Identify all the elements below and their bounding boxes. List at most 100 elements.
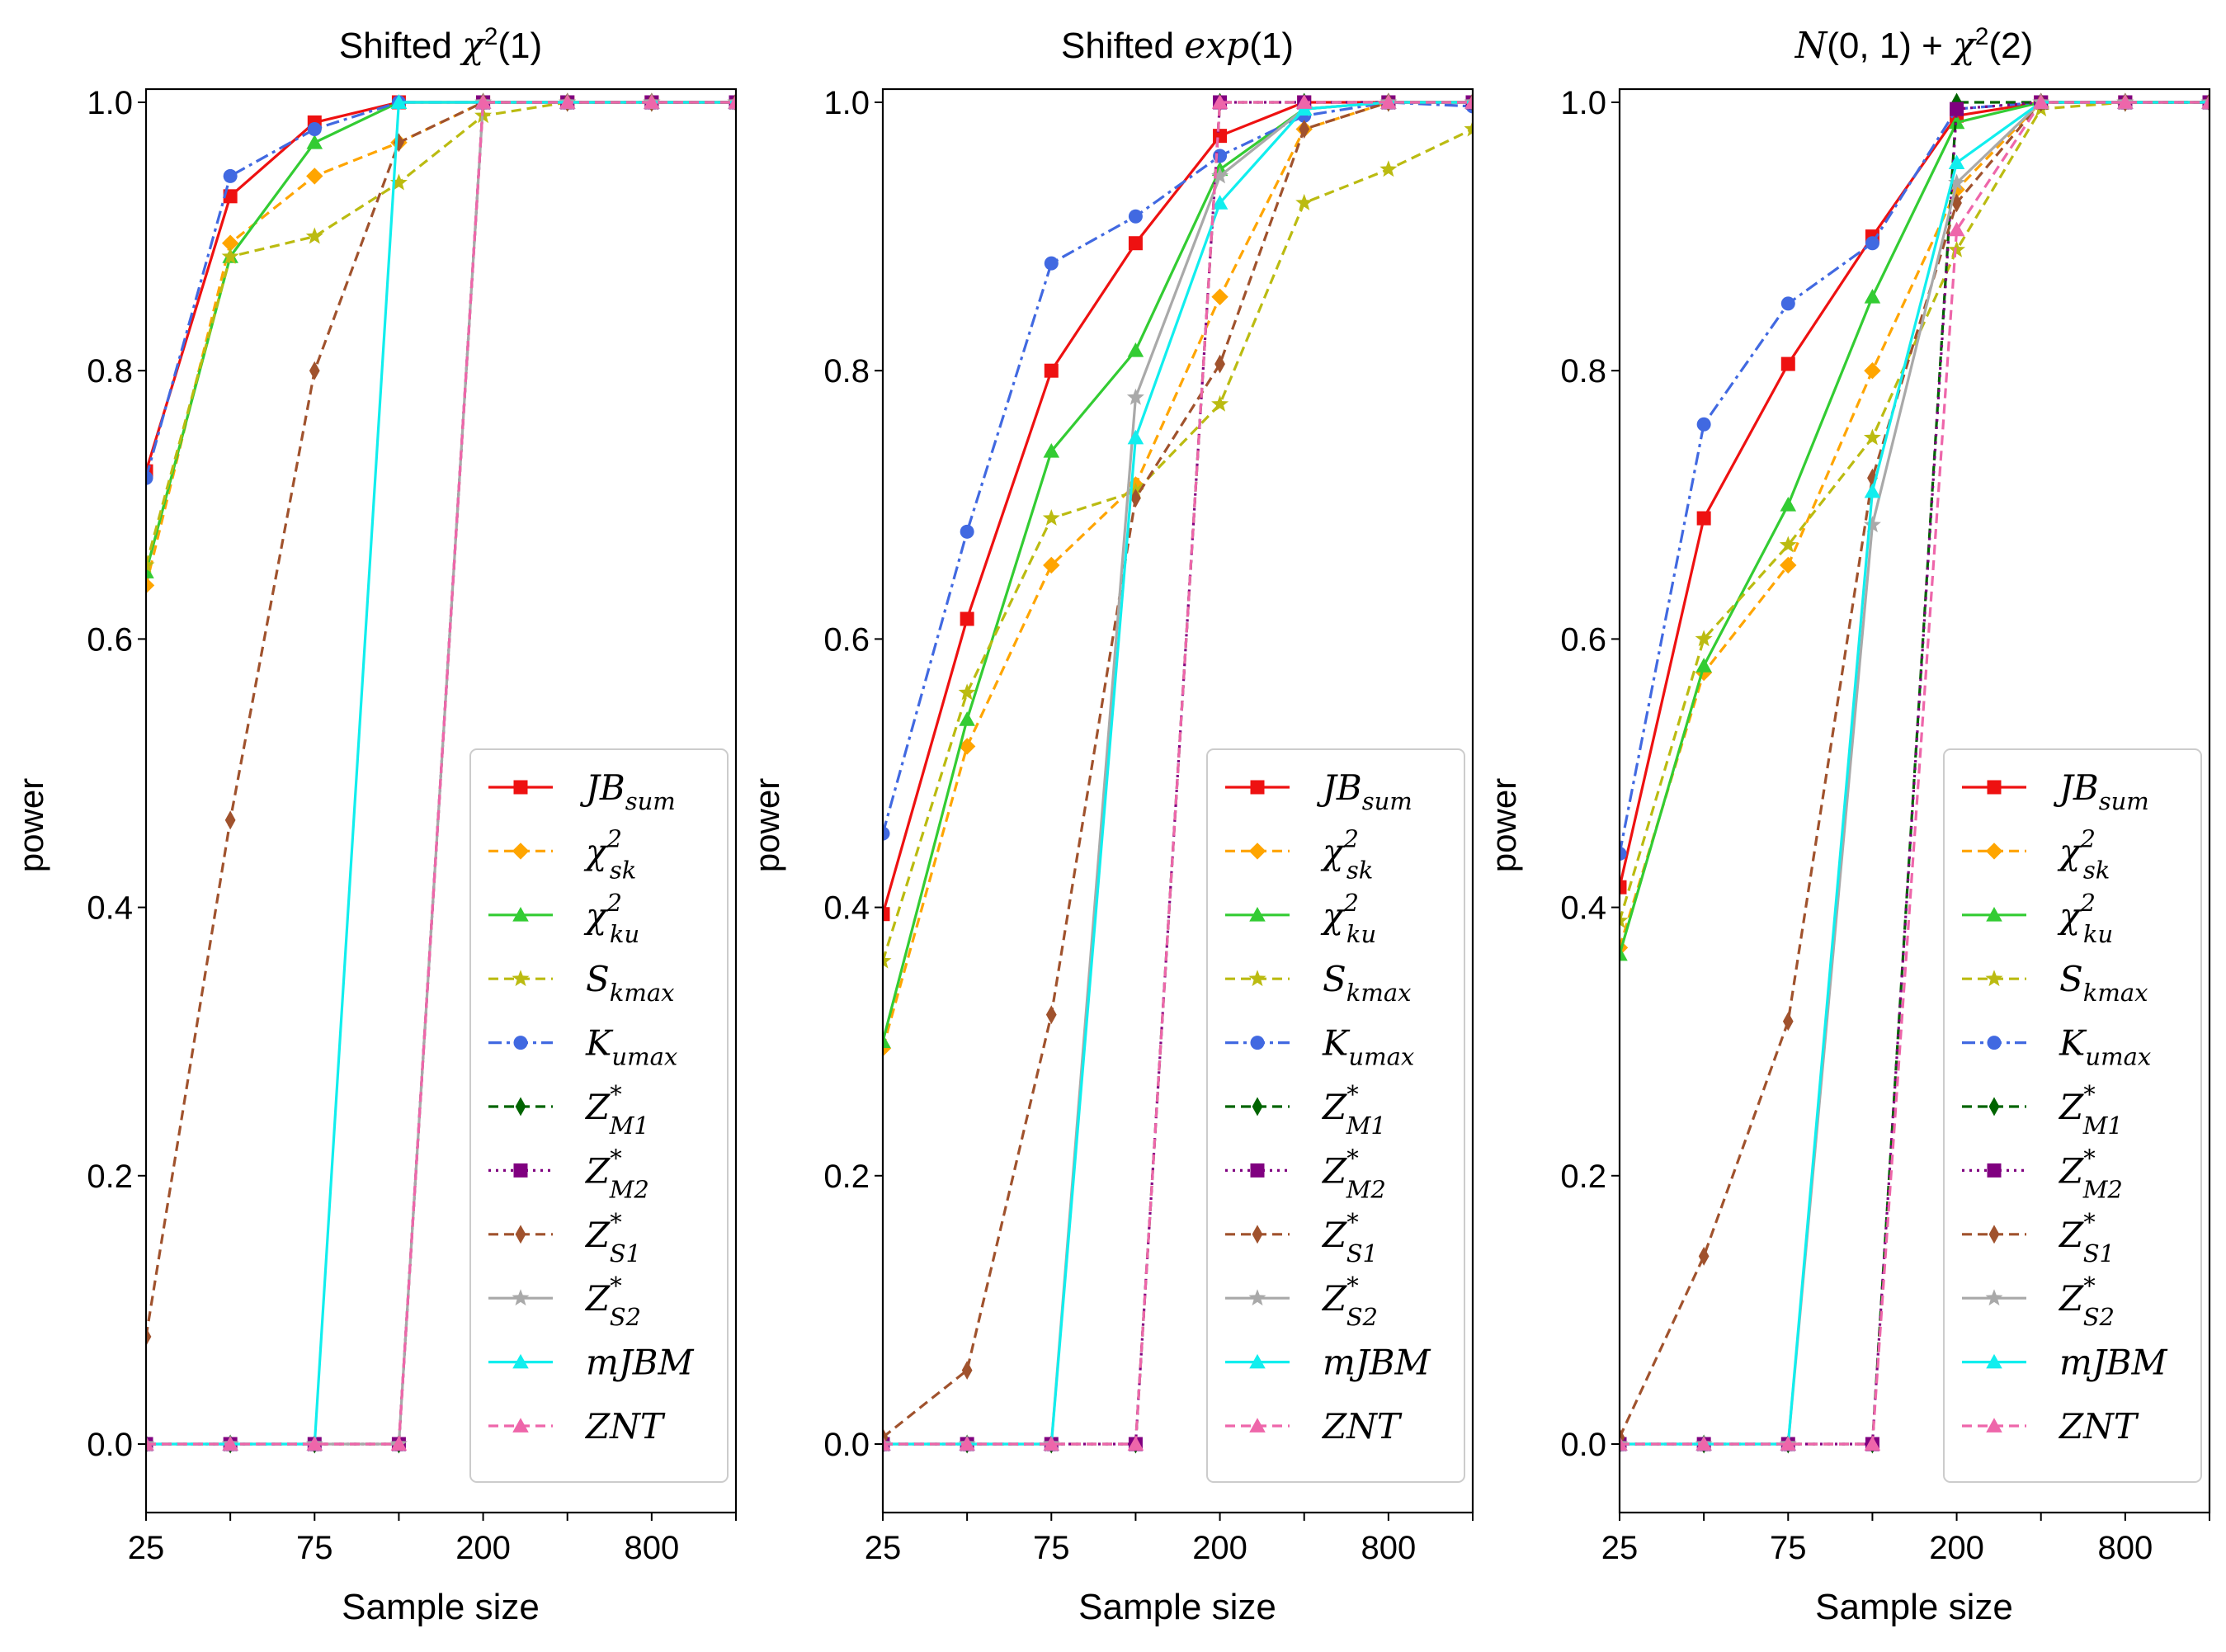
y-tick-label: 1.0 — [87, 85, 133, 121]
data-point-ZNT — [1948, 221, 1965, 237]
data-point-Kumax — [1780, 296, 1795, 311]
data-point-chiku — [1620, 946, 1628, 961]
data-point-Kumax — [146, 470, 153, 485]
data-point-JBsum — [1620, 880, 1627, 894]
legend-marker — [1249, 1418, 1266, 1433]
data-point-JBsum — [883, 907, 890, 922]
y-tick-label: 0.6 — [823, 621, 870, 658]
data-point-ZNT — [222, 1436, 238, 1451]
panel-title: N(0, 1) + χ2(2) — [1794, 23, 2033, 68]
legend-item-chisk: χ2 sk — [488, 824, 636, 884]
data-point-ZNT — [1127, 1436, 1144, 1451]
legend-label: χ2 ku — [2057, 889, 2113, 948]
data-point-Skmax — [1948, 240, 1966, 257]
data-point-ZS1 — [961, 1361, 973, 1381]
legend-marker — [1987, 780, 2002, 795]
data-point-ZNT — [644, 94, 660, 109]
data-point-JBsum — [146, 464, 153, 479]
legend-marker — [1248, 970, 1266, 987]
legend-marker — [1250, 780, 1265, 795]
legend-label: Z* S2 — [584, 1272, 641, 1331]
data-point-Kumax — [1696, 417, 1711, 432]
series-line-ZNT — [1620, 101, 2209, 1446]
data-point-Skmax — [883, 951, 892, 969]
axes-frame — [144, 87, 738, 1514]
series-line-ZNT — [883, 101, 1473, 1446]
axes-frame — [881, 87, 1474, 1514]
legend-label: ZNT — [1321, 1406, 1403, 1447]
data-point-chiku — [1695, 658, 1712, 673]
legend-marker — [512, 907, 529, 922]
legend-marker — [512, 843, 530, 860]
y-tick-label: 0.2 — [823, 1159, 870, 1195]
legend-label: Z* S2 — [1321, 1272, 1378, 1331]
series-line-ZS1 — [146, 101, 736, 1338]
data-point-Skmax — [1464, 120, 1473, 137]
legend-item-ZS2: Z* S2 — [1962, 1272, 2115, 1331]
legend-item-JBsum: JBsum — [488, 767, 676, 815]
x-tick-label: 75 — [1770, 1530, 1807, 1566]
y-tick-label: 1.0 — [823, 85, 870, 121]
panel-title: Shifted exp(1) — [1061, 25, 1294, 67]
legend-label: JBsum — [1316, 767, 1412, 815]
data-point-Kumax — [1128, 209, 1143, 224]
legend-item-Kumax: Kumax — [1225, 1023, 1414, 1071]
legend-marker — [512, 1418, 529, 1433]
legend-label: Skmax — [586, 959, 675, 1007]
data-point-chisk — [1043, 556, 1060, 574]
legend-label: Skmax — [1323, 959, 1412, 1007]
data-point-Kumax — [1865, 236, 1879, 251]
legend-item-mJBM: mJBM — [1225, 1343, 1431, 1383]
legend-label: mJBM — [2059, 1343, 2168, 1383]
data-point-Skmax — [305, 227, 323, 244]
data-point-Skmax — [1620, 911, 1629, 928]
y-tick-label: 0.8 — [823, 353, 870, 389]
data-point-Kumax — [960, 524, 974, 539]
y-tick-label: 0.0 — [823, 1427, 870, 1463]
data-point-ZNT — [474, 94, 492, 109]
legend-item-chiku: χ2 ku — [1962, 889, 2113, 948]
data-point-chiku — [1864, 288, 1881, 304]
data-point-Kumax — [307, 122, 322, 137]
legend-item-ZNT: ZNT — [488, 1406, 666, 1447]
panel-2: Shifted exp(1) Sample size power 0.0 0.2 0… — [748, 25, 1474, 1627]
legend-label: χ2 sk — [2057, 824, 2110, 884]
data-point-ZNT — [1695, 1436, 1712, 1451]
series-line-ZS1 — [883, 101, 1473, 1439]
legend-label: Z* S1 — [2058, 1208, 2115, 1267]
data-point-JBsum — [1696, 511, 1711, 526]
y-tick-label: 0.6 — [1560, 621, 1606, 658]
y-tick-label: 0.2 — [1560, 1159, 1606, 1195]
data-point-chisk — [1780, 556, 1797, 574]
legend-label: mJBM — [586, 1343, 695, 1383]
legend-marker — [1985, 843, 2003, 860]
y-tick-label: 0.0 — [1560, 1427, 1606, 1463]
data-point-ZM2 — [1950, 101, 1964, 116]
data-point-chisk — [306, 168, 323, 185]
legend-item-Skmax: Skmax — [1962, 959, 2148, 1007]
series-line-Skmax — [883, 128, 1473, 962]
legend-item-Skmax: Skmax — [1225, 959, 1412, 1007]
legend-label: Kumax — [585, 1023, 677, 1071]
data-point-ZNT — [1620, 1436, 1628, 1451]
data-point-JBsum — [1044, 363, 1059, 378]
data-point-JBsum — [1213, 129, 1228, 144]
data-point-mJBM — [1127, 429, 1144, 445]
data-point-Skmax — [221, 247, 239, 264]
data-point-ZS2 — [1126, 388, 1144, 405]
data-point-mJBM — [1948, 154, 1965, 169]
data-point-ZNT — [1211, 94, 1229, 109]
legend-item-ZS1: Z* S1 — [1225, 1208, 1378, 1267]
series-line-chisk — [883, 101, 1473, 1049]
legend-item-Kumax: Kumax — [488, 1023, 677, 1071]
legend-item-ZNT: ZNT — [1962, 1406, 2139, 1447]
data-point-mJBM — [390, 94, 408, 109]
legend-marker — [513, 1163, 528, 1178]
legend-label: Z* M1 — [584, 1080, 649, 1140]
legend-label: χ2 sk — [1320, 824, 1373, 884]
legend-marker — [1987, 1036, 2002, 1050]
panel-3: N(0, 1) + χ2(2) Sample size power 0.0 0.2… — [1484, 23, 2211, 1627]
data-point-JBsum — [960, 611, 974, 626]
